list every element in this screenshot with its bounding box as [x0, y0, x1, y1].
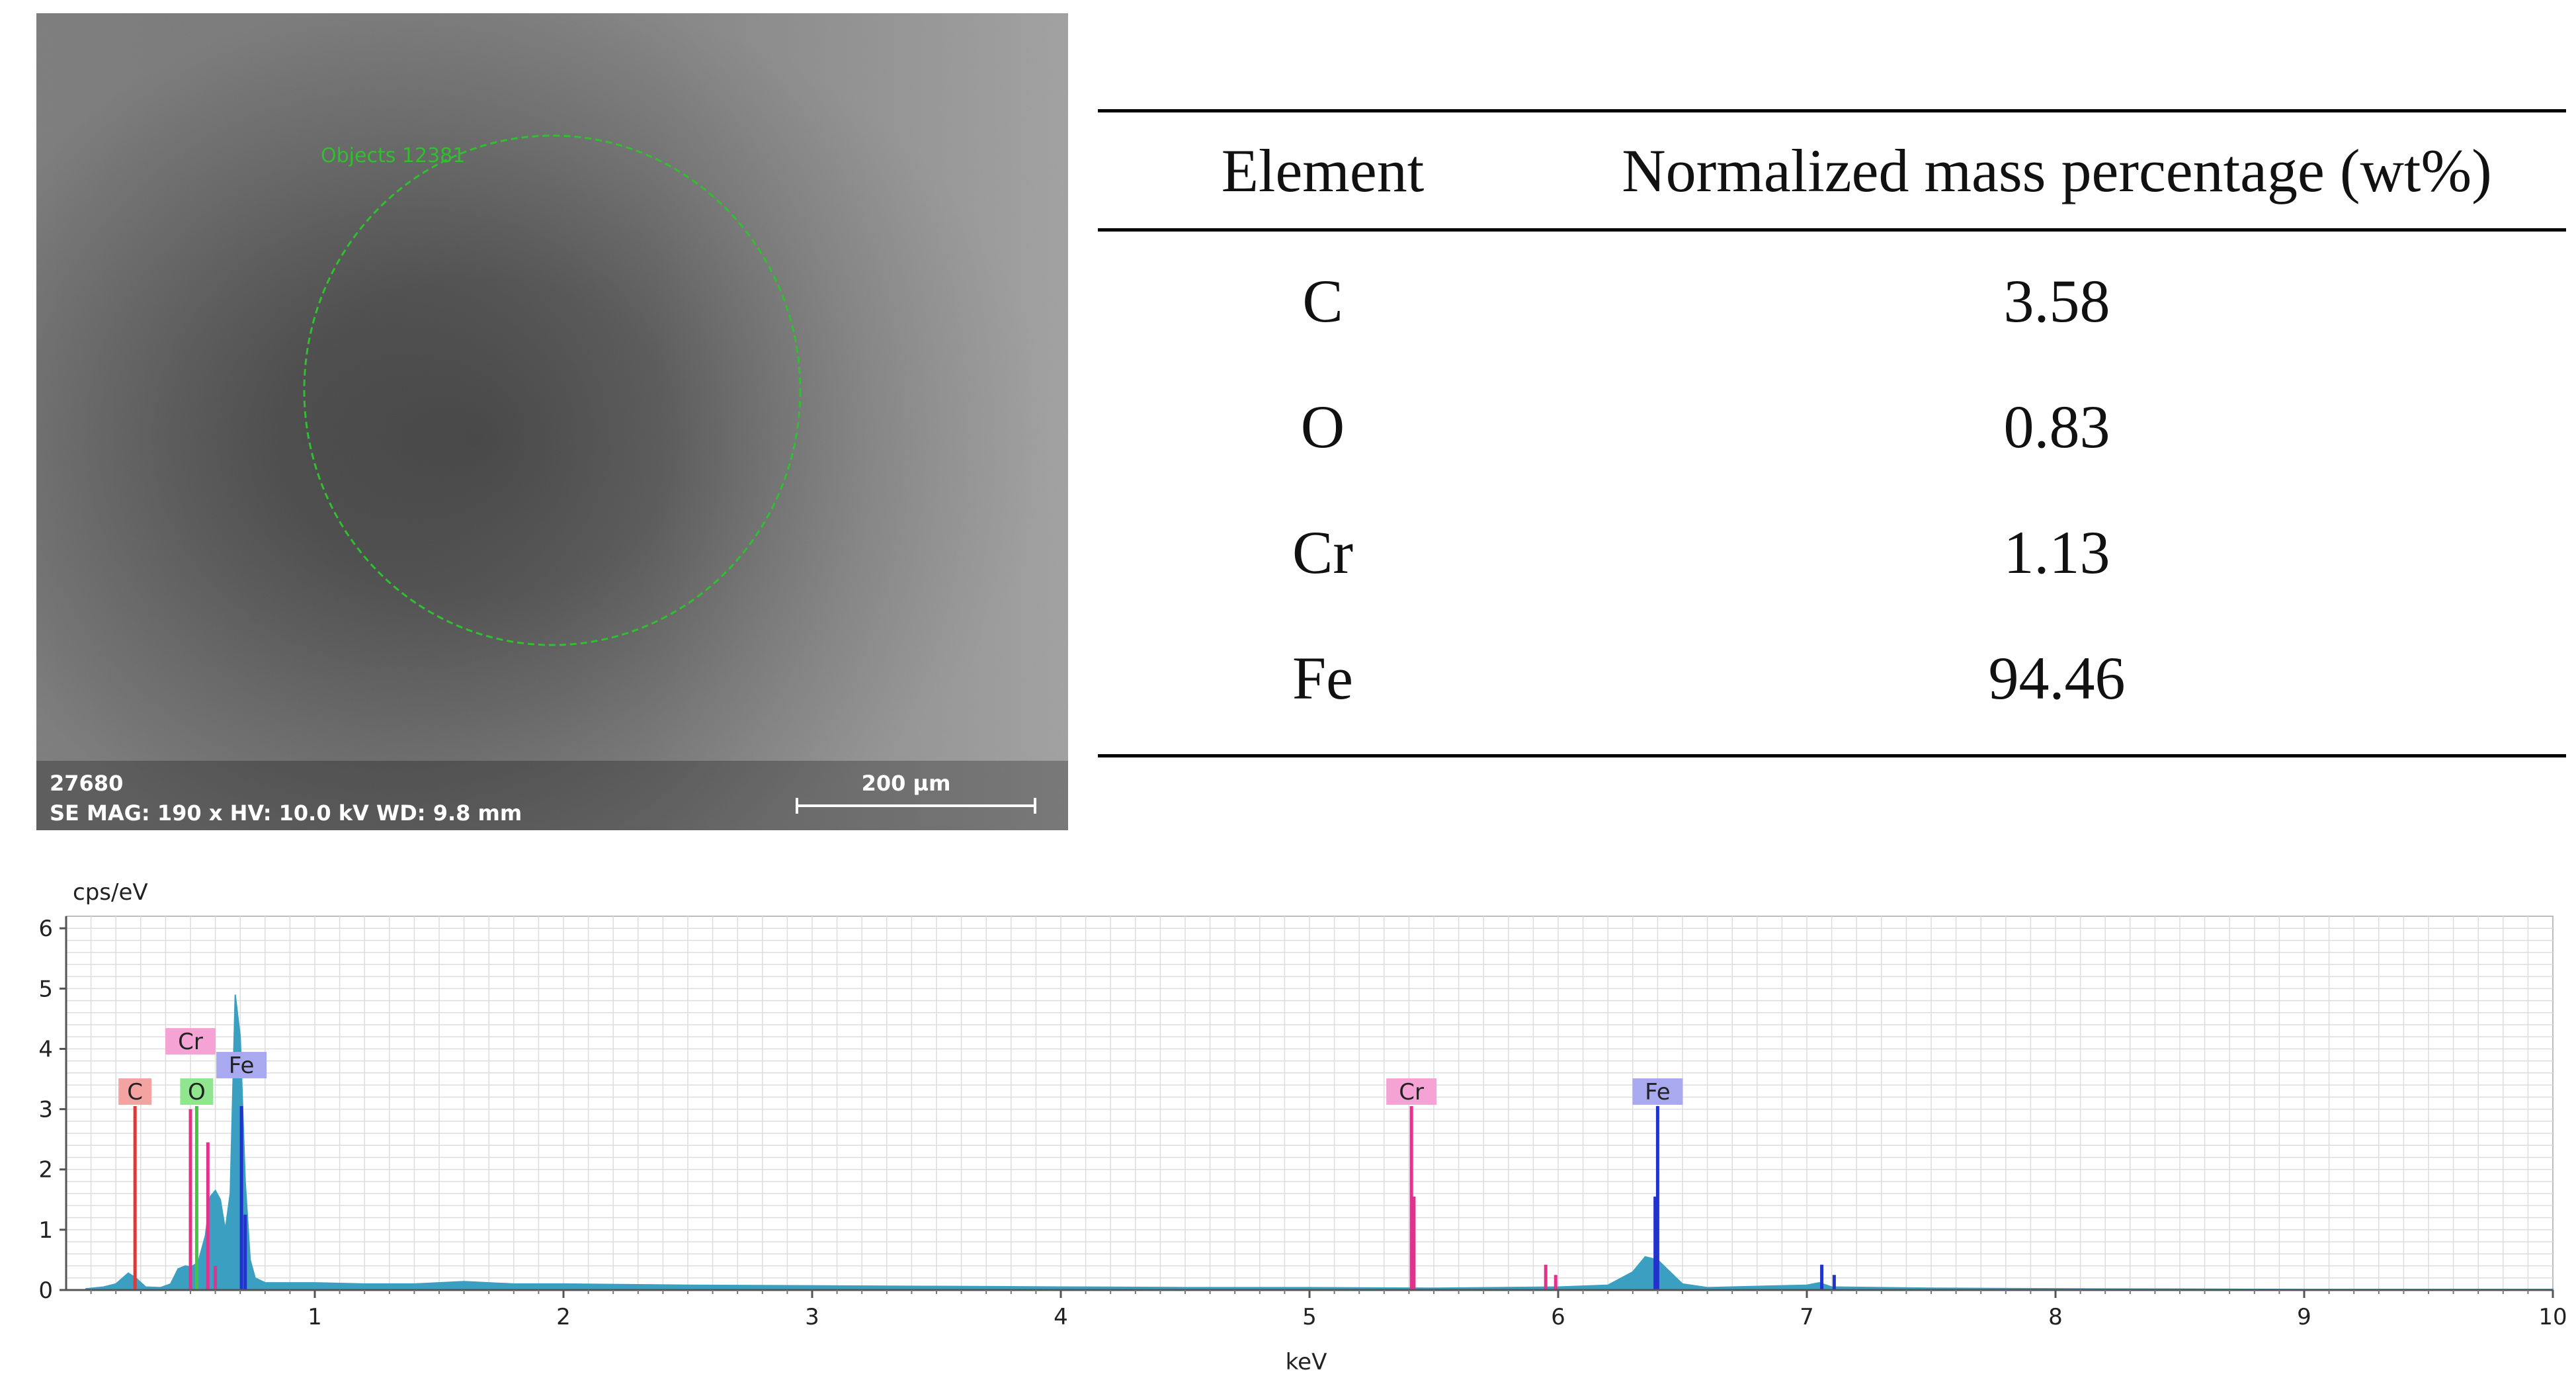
x-tick-label: 2: [556, 1304, 571, 1330]
table-header-rule: [1098, 228, 2566, 232]
spectrum-area: [85, 994, 2554, 1291]
tag-label: Cr: [178, 1029, 203, 1055]
cell-value: 1.13: [2003, 519, 2110, 586]
peak-lines: [133, 1106, 1836, 1290]
eds-spectrum-chart: cps/eV keV C O Cr Fe Cr Fe 1 2 3 4 5 6 7 8 9 10 0 1 2 3 4 5 6: [0, 867, 2576, 1378]
table-top-rule: [1098, 109, 2566, 112]
y-tick-label: 5: [38, 976, 53, 1002]
element-tag: Fe: [216, 1052, 267, 1079]
sem-image: Objects 12381 27680 SE MAG: 190 x HV: 10…: [36, 13, 1068, 830]
table-row: O 0.83: [1098, 364, 2566, 490]
x-tick-label: 5: [1302, 1304, 1317, 1330]
roi-label: Objects 12381: [321, 144, 465, 167]
element-tag: Cr: [1386, 1078, 1437, 1105]
tag-label: C: [127, 1079, 143, 1105]
x-tick-label: 7: [1800, 1304, 1814, 1330]
tag-box: [1386, 1078, 1437, 1105]
tag-label: Cr: [1399, 1079, 1424, 1105]
y-tick-label: 4: [38, 1036, 53, 1062]
y-tick-label: 6: [38, 916, 53, 942]
element-tag: O: [180, 1078, 214, 1105]
roi-circle: [303, 134, 802, 646]
element-tag: Fe: [1632, 1078, 1683, 1105]
x-tick-label: 9: [2297, 1304, 2311, 1330]
cell-value: 94.46: [1988, 644, 2126, 712]
y-tick-label: 3: [38, 1097, 53, 1123]
table-row: C 3.58: [1098, 238, 2566, 364]
cell-value: 3.58: [2003, 267, 2110, 335]
x-tick-label: 6: [1551, 1304, 1565, 1330]
x-tick-label: 1: [308, 1304, 322, 1330]
tag-box: [180, 1078, 214, 1105]
x-tick-label: 4: [1054, 1304, 1068, 1330]
x-tick-label: 10: [2538, 1304, 2567, 1330]
header-element: Element: [1221, 136, 1425, 204]
table-row: Fe 94.46: [1098, 615, 2566, 741]
sem-sample-id: 27680: [50, 771, 123, 796]
tag-box: [165, 1028, 216, 1055]
table-row: Cr 1.13: [1098, 490, 2566, 615]
y-tick-label: 2: [38, 1157, 53, 1184]
element-tag: Cr: [165, 1028, 216, 1055]
cell-element: Fe: [1292, 644, 1353, 712]
chart-axes: 1 2 3 4 5 6 7 8 9 10 0 1 2 3 4 5 6: [38, 916, 2567, 1330]
scale-bar-label: 200 µm: [862, 771, 951, 796]
x-tick-label: 8: [2048, 1304, 2063, 1330]
cell-value: 0.83: [2003, 393, 2110, 460]
x-axis-label: keV: [1286, 1349, 1327, 1375]
tag-label: O: [188, 1079, 206, 1105]
y-tick-label: 0: [38, 1277, 53, 1304]
tag-label: Fe: [1645, 1079, 1671, 1105]
sem-info: SE MAG: 190 x HV: 10.0 kV WD: 9.8 mm: [50, 800, 522, 826]
tag-box: [118, 1078, 152, 1105]
table-header-row: Element Normalized mass percentage (wt%): [1098, 112, 2566, 228]
cell-element: O: [1300, 393, 1345, 460]
tag-box: [1632, 1078, 1683, 1105]
table-bottom-rule: [1098, 754, 2566, 757]
spectrum-series: [85, 994, 2554, 1291]
y-axis-label: cps/eV: [73, 879, 148, 906]
scale-bar: [796, 798, 1036, 814]
element-tag: C: [118, 1078, 152, 1105]
tag-box: [216, 1052, 267, 1079]
composition-table: Element Normalized mass percentage (wt%)…: [1098, 109, 2566, 757]
element-tags: C O Cr Fe Cr Fe: [118, 1028, 1683, 1105]
cell-element: C: [1302, 267, 1343, 335]
tag-label: Fe: [229, 1053, 255, 1079]
x-tick-label: 3: [805, 1304, 819, 1330]
y-tick-label: 1: [38, 1217, 53, 1244]
chart-grid: [65, 916, 2554, 1291]
cell-element: Cr: [1292, 519, 1353, 586]
header-mass-percentage: Normalized mass percentage (wt%): [1622, 136, 2492, 204]
